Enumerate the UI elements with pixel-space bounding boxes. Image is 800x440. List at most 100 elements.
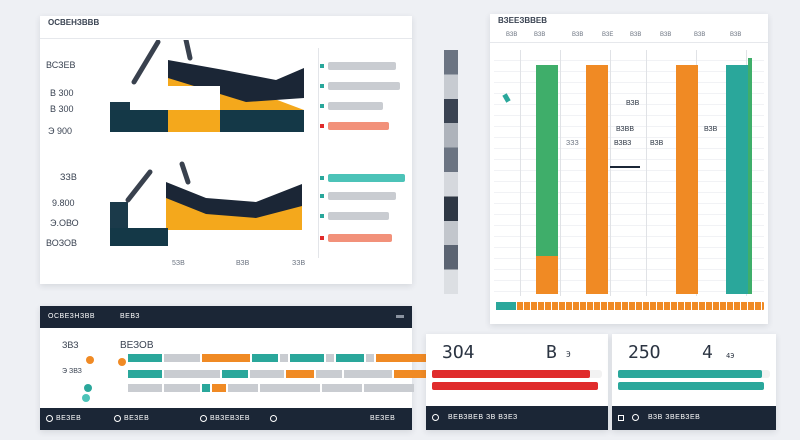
row-label: ЗВЗ xyxy=(62,340,79,350)
footer-text: ВЕВЗВЕВ ЗВ ВЗЕЗ xyxy=(448,414,518,421)
column-label: ЗЗЗ xyxy=(566,140,579,147)
panel-title: ОСВЕНЗВВВ xyxy=(48,18,100,27)
bar-segment xyxy=(344,370,392,378)
y-tick: В 300 xyxy=(50,104,74,114)
circle-icon[interactable] xyxy=(632,414,639,421)
divider xyxy=(40,38,412,39)
teal-status-icon xyxy=(84,384,92,392)
header-label: ВЗВ xyxy=(630,32,642,38)
panel-title: ВЗЕЕЗВВЕВ xyxy=(498,16,548,25)
panel-footer: ВЕЗЕВ ВЕЗЕВ ВВЗЕВЗЕВ ВЕЗЕВ xyxy=(40,408,412,430)
teal-marker-icon xyxy=(320,84,324,88)
bar-segment xyxy=(128,384,162,392)
metric-value: ЗО4 xyxy=(442,342,475,363)
bar-segment xyxy=(286,370,314,378)
y-tick: 9.800 xyxy=(52,198,75,208)
bar-segment xyxy=(280,354,288,362)
y-tick: ВСЗЕВ xyxy=(46,60,76,70)
metric-value: 25О xyxy=(628,342,661,363)
legend-bar xyxy=(328,62,396,70)
divider xyxy=(490,42,768,43)
column-label: ВЗВ xyxy=(704,126,718,133)
divider xyxy=(318,148,319,258)
column-bar-side xyxy=(748,58,752,294)
bottom-left-panel: ОСВЕЗНЗВВ ВЕВЗ ЗВЗ ВЕЗОВ Э ЗВЗ ВЕЗЕВ ВЕЗ… xyxy=(40,306,446,430)
circle-icon[interactable] xyxy=(200,415,207,422)
red-marker-icon xyxy=(320,236,324,240)
circle-icon[interactable] xyxy=(46,415,53,422)
header-label: ВЗЕ xyxy=(602,32,614,38)
progress-fill xyxy=(618,370,762,378)
square-icon[interactable] xyxy=(618,415,624,421)
bar-segment xyxy=(164,354,200,362)
bar-segment xyxy=(394,370,446,378)
navy-area xyxy=(166,182,302,218)
orange-status-icon xyxy=(118,358,126,366)
marker-line xyxy=(179,161,191,185)
header-label: ВЗВ xyxy=(506,32,518,38)
metric-unit-small: 4Э xyxy=(726,352,735,360)
top-left-panel: ОСВЕНЗВВВ ВСЗЕВ В 300 В 300 Э 900 ЗЗВ 9.… xyxy=(40,16,412,284)
bar-segment xyxy=(366,354,374,362)
circle-icon[interactable] xyxy=(432,414,439,421)
red-marker-icon xyxy=(320,124,324,128)
bar-segment xyxy=(128,354,162,362)
header-label: ВЗВ xyxy=(660,32,672,38)
legend-bar xyxy=(328,122,389,130)
bar-segment xyxy=(364,384,414,392)
header-label: ВЗВ xyxy=(534,32,546,38)
area-chart-2 xyxy=(110,161,302,246)
horizontal-scrollbar[interactable] xyxy=(496,302,764,310)
progress-fill xyxy=(432,370,590,378)
highlight-block xyxy=(168,86,220,110)
metric-unit: 4 xyxy=(702,342,713,363)
bottom-mid-panel: ЗО4 В Э ВЕВЗВЕВ ЗВ ВЗЕЗ xyxy=(426,334,608,430)
marker-line xyxy=(183,40,193,61)
metric-unit-small: Э xyxy=(566,350,571,359)
panel-footer: ВЗВ ЗВЕВЗЕВ xyxy=(612,406,776,430)
y-tick: ЗЗВ xyxy=(60,172,77,182)
footer-item[interactable]: ВЕЗЕВ xyxy=(124,415,150,422)
bar-segment xyxy=(128,370,162,378)
footer-text: ВЗВ ЗВЕВЗЕВ xyxy=(648,414,701,421)
footer-item[interactable]: ВЕЗЕВ xyxy=(56,415,82,422)
scrollbar-thumb[interactable] xyxy=(496,302,516,310)
y-tick: ВОЗОВ xyxy=(46,238,78,248)
column-label: ВЗВ xyxy=(626,100,640,107)
legend-bar xyxy=(328,82,400,90)
row-label: Э ЗВЗ xyxy=(62,368,82,375)
teal-marker-icon xyxy=(320,64,324,68)
bar-segment xyxy=(202,384,210,392)
y-tick: В 300 xyxy=(50,88,74,98)
marker-line xyxy=(610,166,640,168)
chart-2: ЗЗВ 9.800 Э.ОВО ВОЗОВ 5ЗВ ВЗВ ЗЗВ xyxy=(40,148,412,268)
bar-segment xyxy=(260,384,320,392)
legend-bar xyxy=(328,174,405,182)
legend-bar xyxy=(328,234,392,242)
panel-title: ОСВЕЗНЗВВ xyxy=(48,313,96,320)
base-block-right xyxy=(220,110,304,132)
bar-segment xyxy=(252,354,278,362)
bar-segment xyxy=(316,370,342,378)
footer-item[interactable]: ВЕЗЕВ xyxy=(370,415,396,422)
bar-segment xyxy=(164,370,220,378)
header-label: ВЗВ xyxy=(730,32,742,38)
teal-marker-icon xyxy=(320,104,324,108)
base-block xyxy=(110,110,168,132)
panel-footer: ВЕВЗВЕВ ЗВ ВЗЕЗ xyxy=(426,406,608,430)
x-tick: 5ЗВ xyxy=(172,260,185,267)
vertical-scroll-strip[interactable] xyxy=(444,50,458,294)
column-bar xyxy=(726,65,748,294)
base-block xyxy=(110,228,168,246)
chart-1: ВСЗЕВ В 300 В 300 Э 900 xyxy=(40,40,412,160)
circle-icon[interactable] xyxy=(114,415,121,422)
bar-segment xyxy=(322,384,362,392)
header-label: ВЗВ xyxy=(694,32,706,38)
column-bar xyxy=(586,65,608,294)
column-bar xyxy=(536,65,558,294)
column-bar xyxy=(676,65,698,294)
circle-icon[interactable] xyxy=(270,415,277,422)
divider xyxy=(318,48,319,158)
footer-item[interactable]: ВВЗЕВЗЕВ xyxy=(210,415,251,422)
close-icon[interactable] xyxy=(396,315,404,318)
